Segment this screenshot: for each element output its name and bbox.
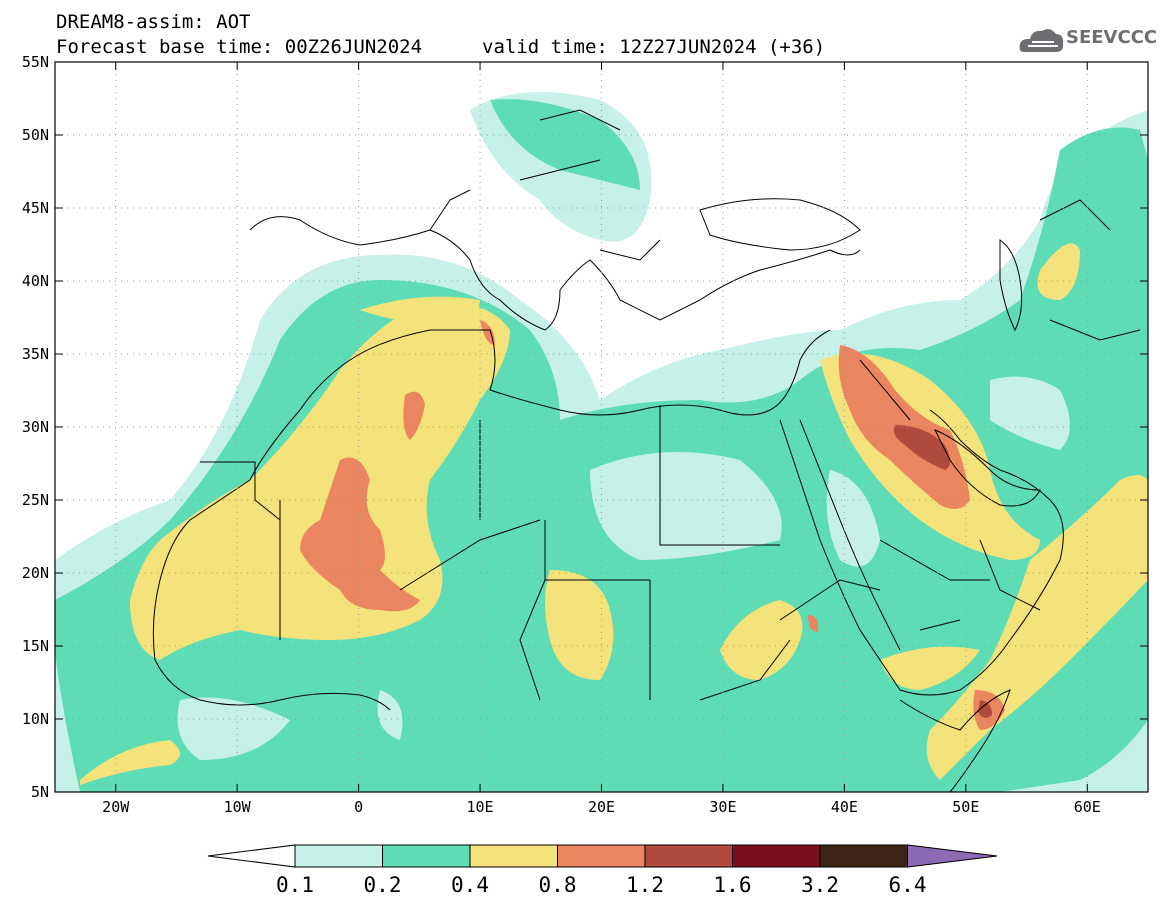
- colorbar-label: 1.6: [714, 873, 752, 897]
- lat-tick-label: 25N: [22, 491, 49, 509]
- lon-tick-label: 30E: [709, 798, 736, 816]
- logo-text: SEEVCCC: [1066, 27, 1158, 48]
- colorbar-label: 6.4: [889, 873, 927, 897]
- colorbar: 0.1 0.2 0.4 0.8 1.2 1.6 3.2 6.4: [207, 844, 998, 897]
- colorbar-swatch: [819, 844, 908, 868]
- lat-tick-label: 5N: [31, 783, 49, 801]
- colorbar-swatch: [469, 844, 558, 868]
- lat-tick-label: 50N: [22, 126, 49, 144]
- aot-contour-0.1-interior: [177, 376, 1070, 760]
- colorbar-label: 1.2: [626, 873, 664, 897]
- colorbar-label: 0.2: [364, 873, 402, 897]
- lon-tick-label: 60E: [1074, 798, 1101, 816]
- lon-tick-label: 20E: [588, 798, 615, 816]
- lon-tick-label: 10E: [467, 798, 494, 816]
- lon-tick-label: 50E: [952, 798, 979, 816]
- colorbar-label: 0.4: [451, 873, 489, 897]
- map-title: DREAM8-assim: AOT: [56, 11, 251, 33]
- colorbar-label: 0.8: [539, 873, 577, 897]
- lon-tick-label: 0: [354, 798, 363, 816]
- colorbar-swatch: [732, 844, 821, 868]
- aot-contour-0.4: [80, 243, 1148, 785]
- cloud-logo-icon: [1019, 29, 1064, 52]
- aot-contour-1.2: [893, 425, 992, 718]
- colorbar-swatch: [294, 844, 383, 868]
- colorbar-swatch: [644, 844, 733, 868]
- graticule: [55, 62, 1148, 792]
- axis-ticks: 55N 50N 45N 40N 35N 30N 25N 20N 15N 10N 5N 20W 10W 0 1…: [22, 53, 1148, 816]
- coastlines: [152, 109, 1141, 792]
- lat-tick-label: 35N: [22, 345, 49, 363]
- lat-tick-label: 40N: [22, 272, 49, 290]
- lat-tick-label: 10N: [22, 710, 49, 728]
- lat-tick-label: 30N: [22, 418, 49, 436]
- colorbar-swatch: [557, 844, 646, 868]
- colorbar-over-triangle: [907, 844, 998, 868]
- colorbar-swatch: [382, 844, 471, 868]
- colorbar-label: 3.2: [801, 873, 839, 897]
- colorbar-under-triangle: [207, 844, 296, 868]
- lat-tick-label: 20N: [22, 564, 49, 582]
- lon-tick-label: 20W: [102, 798, 130, 816]
- lat-tick-label: 55N: [22, 53, 49, 71]
- lon-tick-label: 10W: [224, 798, 252, 816]
- colorbar-label: 0.1: [276, 873, 314, 897]
- lat-tick-label: 15N: [22, 637, 49, 655]
- forecast-base-time: Forecast base time: 00Z26JUN2024: [56, 36, 423, 58]
- valid-time: valid time: 12Z27JUN2024 (+36): [482, 36, 826, 58]
- lat-tick-label: 45N: [22, 199, 49, 217]
- aot-field: [55, 62, 1148, 792]
- lon-tick-label: 40E: [831, 798, 858, 816]
